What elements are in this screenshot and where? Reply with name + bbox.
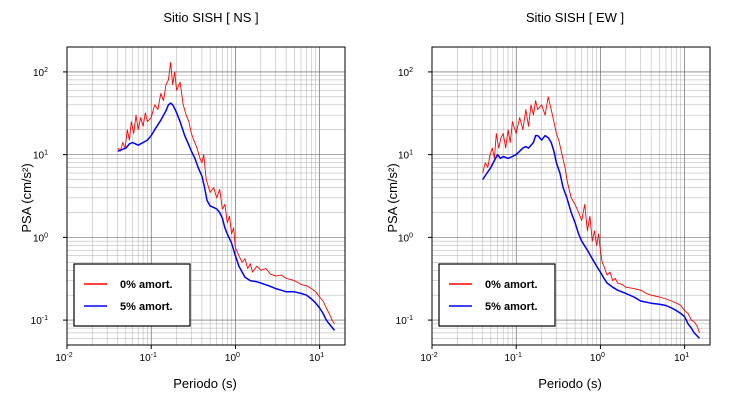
x-tick-label: 10-2 bbox=[420, 352, 437, 364]
x-tick-label: 10-1 bbox=[140, 352, 157, 364]
y-tick-exponent: 0 bbox=[409, 232, 413, 239]
x-axis-label: Periodo (s) bbox=[538, 376, 602, 391]
x-tick-label: 10-2 bbox=[55, 352, 72, 364]
x-tick-label: 101 bbox=[309, 352, 324, 364]
y-tick-exponent: 0 bbox=[44, 232, 48, 239]
grid bbox=[66, 46, 346, 346]
x-tick-exponent: -2 bbox=[431, 352, 437, 359]
legend: 0% amort. 5% amort. bbox=[438, 263, 556, 327]
y-tick-label: 102 bbox=[33, 67, 48, 79]
chart-title: Sitio SISH [ EW ] bbox=[526, 10, 624, 25]
plot-frame bbox=[431, 46, 711, 346]
x-tick-exponent: 0 bbox=[601, 352, 605, 359]
series-line-5pct-damping bbox=[482, 134, 701, 339]
chart-panel-ns: Sitio SISH [ NS ] 10-2 10-1 100 10110-11001… bbox=[19, 10, 346, 391]
chart-panel-ew: Sitio SISH [ EW ] 10-2 10-1 100 10110-11001… bbox=[385, 10, 711, 391]
y-tick-label: 101 bbox=[398, 150, 413, 162]
y-tick-label: 10-1 bbox=[31, 315, 48, 327]
y-tick-label: 100 bbox=[33, 232, 48, 244]
x-tick-label: 100 bbox=[225, 352, 240, 364]
legend-box bbox=[73, 263, 191, 327]
y-tick-label: 102 bbox=[398, 67, 413, 79]
y-tick-exponent: 1 bbox=[409, 150, 413, 157]
y-tick-label: 100 bbox=[398, 232, 413, 244]
legend: 0% amort. 5% amort. bbox=[73, 263, 191, 327]
y-tick-exponent: -1 bbox=[42, 315, 48, 322]
y-axis-label: PSA (cm/s²) bbox=[385, 163, 400, 232]
x-tick-exponent: 1 bbox=[685, 352, 689, 359]
x-tick-exponent: -2 bbox=[66, 352, 72, 359]
x-tick-label: 10-1 bbox=[505, 352, 522, 364]
chart-title: Sitio SISH [ NS ] bbox=[163, 10, 258, 25]
y-tick-label: 101 bbox=[33, 150, 48, 162]
legend-label: 5% amort. bbox=[120, 301, 173, 313]
legend-box bbox=[438, 263, 556, 327]
plot-frame bbox=[66, 46, 346, 346]
x-tick-exponent: 0 bbox=[236, 352, 240, 359]
y-tick-exponent: 2 bbox=[44, 67, 48, 74]
series-line-5pct-damping bbox=[117, 102, 336, 331]
legend-label: 0% amort. bbox=[485, 279, 538, 291]
x-tick-exponent: -1 bbox=[151, 352, 157, 359]
y-axis-label: PSA (cm/s²) bbox=[19, 163, 34, 232]
x-tick-label: 101 bbox=[674, 352, 689, 364]
series-line-0pct-damping bbox=[482, 96, 700, 334]
y-tick-exponent: 2 bbox=[409, 67, 413, 74]
x-tick-label: 100 bbox=[590, 352, 605, 364]
x-axis-label: Periodo (s) bbox=[173, 376, 237, 391]
legend-label: 0% amort. bbox=[120, 279, 173, 291]
y-tick-label: 10-1 bbox=[396, 315, 413, 327]
series-line-0pct-damping bbox=[117, 62, 335, 325]
x-tick-exponent: 1 bbox=[320, 352, 324, 359]
x-tick-exponent: -1 bbox=[516, 352, 522, 359]
y-tick-exponent: -1 bbox=[407, 315, 413, 322]
legend-label: 5% amort. bbox=[485, 301, 538, 313]
y-tick-exponent: 1 bbox=[44, 150, 48, 157]
